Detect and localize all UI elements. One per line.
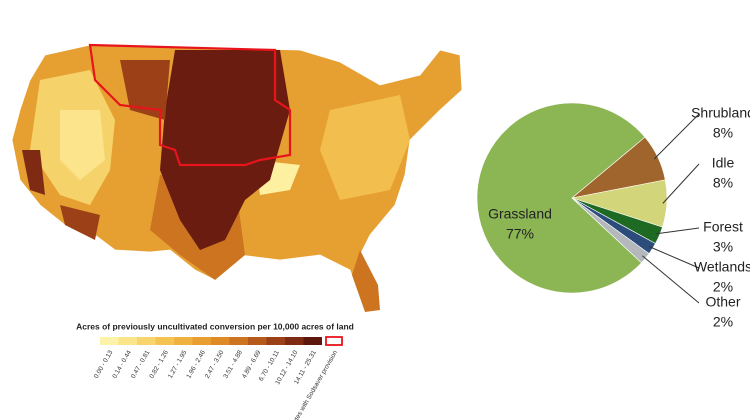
pie-label: Grassland <box>488 206 552 222</box>
map-region <box>320 95 410 200</box>
leader-line <box>641 255 700 304</box>
pie-value-label: 2% <box>713 314 733 330</box>
map-region <box>60 110 105 180</box>
pie-value-label: 8% <box>713 175 733 191</box>
legend-swatch <box>229 337 248 345</box>
leader-line <box>648 246 700 269</box>
map-region <box>120 60 170 120</box>
legend-swatch <box>137 337 156 345</box>
pie-value-label: 3% <box>713 239 733 255</box>
pie-value-label: 8% <box>713 125 733 141</box>
legend-swatch <box>285 337 304 345</box>
legend-swatch <box>100 337 119 345</box>
leader-line <box>655 227 700 235</box>
map-region <box>160 50 290 250</box>
leader-line <box>653 113 700 160</box>
map-region <box>352 250 380 312</box>
us-map <box>11 43 463 313</box>
pie-label: Wetlands <box>694 259 750 275</box>
legend-swatch <box>192 337 211 345</box>
sodsaver-outline <box>88 43 292 167</box>
map-region <box>22 150 45 195</box>
pie-label: Idle <box>712 155 735 171</box>
legend-title: Acres of previously uncultivated convers… <box>76 321 354 331</box>
map-legend: Acres of previously uncultivated convers… <box>76 321 354 420</box>
pie-label: Forest <box>703 219 743 235</box>
map-region <box>60 205 100 240</box>
legend-swatch <box>211 337 230 345</box>
legend-swatch <box>248 337 267 345</box>
pie-label: Shrubland <box>691 105 750 121</box>
pie-label: Other <box>705 294 740 310</box>
leader-line <box>662 163 700 204</box>
pie-value-label: 2% <box>713 279 733 295</box>
legend-swatch <box>266 337 285 345</box>
pie-slice <box>476 102 646 294</box>
legend-swatch <box>325 336 343 346</box>
pie-value-label: 77% <box>506 226 534 242</box>
legend-swatch <box>118 337 137 345</box>
pie-chart: Grassland 77% Shrubland 8% Idle 8% Forest 3% Wet… <box>476 102 750 330</box>
legend-swatch <box>174 337 193 345</box>
legend-swatch <box>155 337 174 345</box>
legend-swatch <box>303 337 322 345</box>
